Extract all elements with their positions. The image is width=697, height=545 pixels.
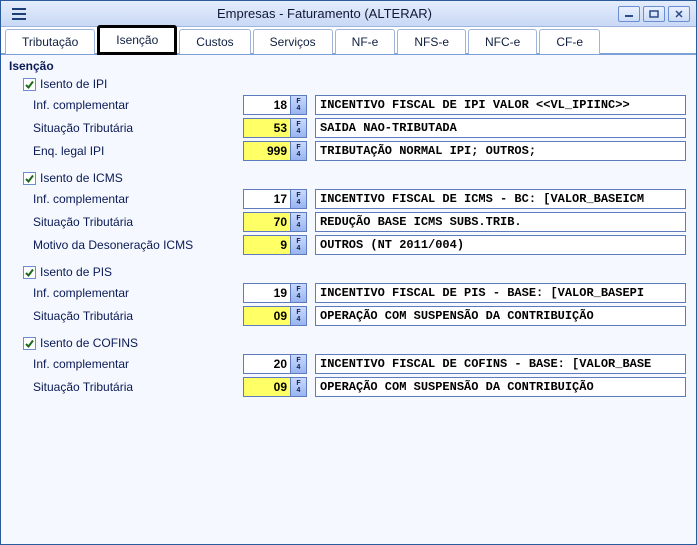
checkbox-isento-ipi[interactable] — [23, 78, 36, 91]
tab-nfse[interactable]: NFS-e — [397, 29, 466, 54]
checkbox-label: Isento de COFINS — [40, 336, 138, 350]
minimize-button[interactable] — [618, 6, 640, 22]
pis-infcompl-code[interactable] — [243, 283, 291, 303]
cofins-infcompl-code[interactable] — [243, 354, 291, 374]
checkbox-label: Isento de ICMS — [40, 171, 123, 185]
pis-sittrib-desc: OPERAÇÃO COM SUSPENSÃO DA CONTRIBUIÇÃO — [315, 306, 686, 326]
menu-icon[interactable] — [7, 8, 31, 20]
app-window: Empresas - Faturamento (ALTERAR) Tributa… — [0, 0, 697, 545]
lookup-button[interactable]: F4 — [291, 377, 307, 397]
checkbox-label: Isento de PIS — [40, 265, 112, 279]
checkbox-isento-pis[interactable] — [23, 266, 36, 279]
group-icms: Isento de ICMS Inf. complementar F4 INCE… — [11, 171, 686, 255]
tab-isencao[interactable]: Isenção — [97, 25, 177, 55]
icms-motdes-code[interactable] — [243, 235, 291, 255]
cofins-sittrib-desc: OPERAÇÃO COM SUSPENSÃO DA CONTRIBUIÇÃO — [315, 377, 686, 397]
tab-nfe[interactable]: NF-e — [335, 29, 396, 54]
field-label: Inf. complementar — [33, 192, 243, 206]
field-label: Situação Tributária — [33, 121, 243, 135]
tab-custos[interactable]: Custos — [179, 29, 250, 54]
field-label: Inf. complementar — [33, 98, 243, 112]
field-label: Situação Tributária — [33, 380, 243, 394]
ipi-sittrib-code[interactable] — [243, 118, 291, 138]
lookup-button[interactable]: F4 — [291, 354, 307, 374]
icms-sittrib-code[interactable] — [243, 212, 291, 232]
window-buttons — [618, 6, 690, 22]
lookup-button[interactable]: F4 — [291, 118, 307, 138]
field-label: Inf. complementar — [33, 357, 243, 371]
icms-infcompl-desc: INCENTIVO FISCAL DE ICMS - BC: [VALOR_BA… — [315, 189, 686, 209]
close-button[interactable] — [668, 6, 690, 22]
tab-servicos[interactable]: Serviços — [253, 29, 333, 54]
lookup-button[interactable]: F4 — [291, 189, 307, 209]
icms-infcompl-code[interactable] — [243, 189, 291, 209]
pis-sittrib-code[interactable] — [243, 306, 291, 326]
group-ipi: Isento de IPI Inf. complementar F4 INCEN… — [11, 77, 686, 161]
maximize-button[interactable] — [643, 6, 665, 22]
field-label: Situação Tributária — [33, 309, 243, 323]
tab-nfce[interactable]: NFC-e — [468, 29, 537, 54]
lookup-button[interactable]: F4 — [291, 141, 307, 161]
titlebar: Empresas - Faturamento (ALTERAR) — [1, 1, 696, 27]
field-label: Enq. legal IPI — [33, 144, 243, 158]
group-cofins: Isento de COFINS Inf. complementar F4 IN… — [11, 336, 686, 397]
lookup-button[interactable]: F4 — [291, 212, 307, 232]
checkbox-isento-icms[interactable] — [23, 172, 36, 185]
lookup-button[interactable]: F4 — [291, 95, 307, 115]
ipi-enqlegal-desc: TRIBUTAÇÃO NORMAL IPI; OUTROS; — [315, 141, 686, 161]
group-pis: Isento de PIS Inf. complementar F4 INCEN… — [11, 265, 686, 326]
ipi-infcompl-code[interactable] — [243, 95, 291, 115]
ipi-enqlegal-code[interactable] — [243, 141, 291, 161]
lookup-button[interactable]: F4 — [291, 283, 307, 303]
tab-strip: Tributação Isenção Custos Serviços NF-e … — [1, 27, 696, 55]
window-title: Empresas - Faturamento (ALTERAR) — [31, 6, 618, 21]
icms-motdes-desc: OUTROS (NT 2011/004) — [315, 235, 686, 255]
pis-infcompl-desc: INCENTIVO FISCAL DE PIS - BASE: [VALOR_B… — [315, 283, 686, 303]
checkbox-label: Isento de IPI — [40, 77, 107, 91]
cofins-sittrib-code[interactable] — [243, 377, 291, 397]
ipi-infcompl-desc: INCENTIVO FISCAL DE IPI VALOR <<VL_IPIIN… — [315, 95, 686, 115]
field-label: Motivo da Desoneração ICMS — [33, 238, 243, 252]
lookup-button[interactable]: F4 — [291, 306, 307, 326]
tab-tributacao[interactable]: Tributação — [5, 29, 95, 54]
ipi-sittrib-desc: SAIDA NAO-TRIBUTADA — [315, 118, 686, 138]
lookup-button[interactable]: F4 — [291, 235, 307, 255]
cofins-infcompl-desc: INCENTIVO FISCAL DE COFINS - BASE: [VALO… — [315, 354, 686, 374]
tab-cfe[interactable]: CF-e — [539, 29, 600, 54]
checkbox-isento-cofins[interactable] — [23, 337, 36, 350]
icms-sittrib-desc: REDUÇÃO BASE ICMS SUBS.TRIB. — [315, 212, 686, 232]
field-label: Situação Tributária — [33, 215, 243, 229]
form-body: Isenção Isento de IPI Inf. complementar … — [1, 55, 696, 544]
section-heading: Isenção — [9, 59, 686, 73]
field-label: Inf. complementar — [33, 286, 243, 300]
